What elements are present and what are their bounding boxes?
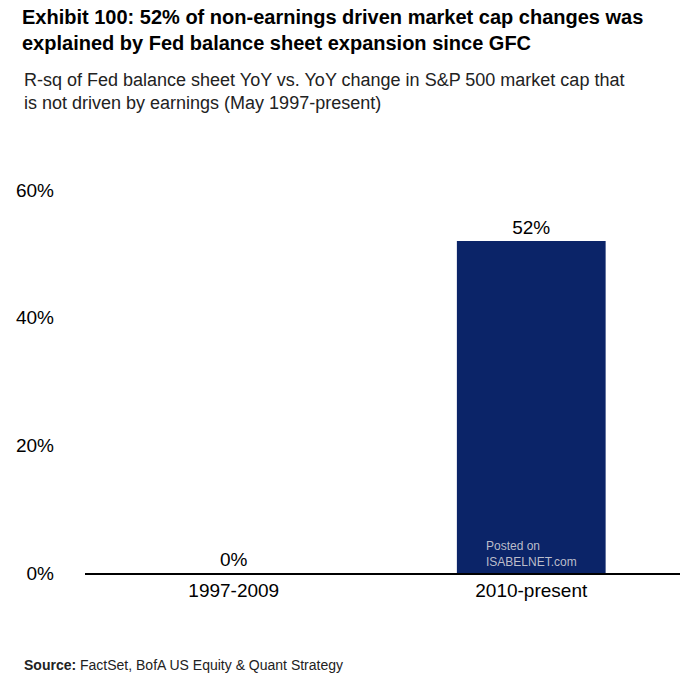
svg-text:20%: 20% [16, 435, 54, 456]
svg-text:0%: 0% [220, 549, 248, 570]
svg-text:1997-2009: 1997-2009 [188, 580, 279, 601]
svg-text:R-sq of Fed balance sheet YoY: R-sq of Fed balance sheet YoY vs. YoY ch… [24, 70, 624, 113]
svg-text:Exhibit 100: 52% of non-earnin: Exhibit 100: 52% of non-earnings driven … [22, 6, 643, 54]
svg-text:52%: 52% [512, 217, 550, 238]
svg-text:60%: 60% [16, 180, 54, 201]
svg-text:40%: 40% [16, 307, 54, 328]
svg-text:Source: FactSet, BofA US Equit: Source: FactSet, BofA US Equity & Quant … [24, 657, 343, 673]
svg-text:Posted onISABELNET.com: Posted onISABELNET.com [486, 539, 577, 569]
svg-text:2010-present: 2010-present [475, 580, 588, 601]
svg-text:0%: 0% [27, 563, 55, 584]
